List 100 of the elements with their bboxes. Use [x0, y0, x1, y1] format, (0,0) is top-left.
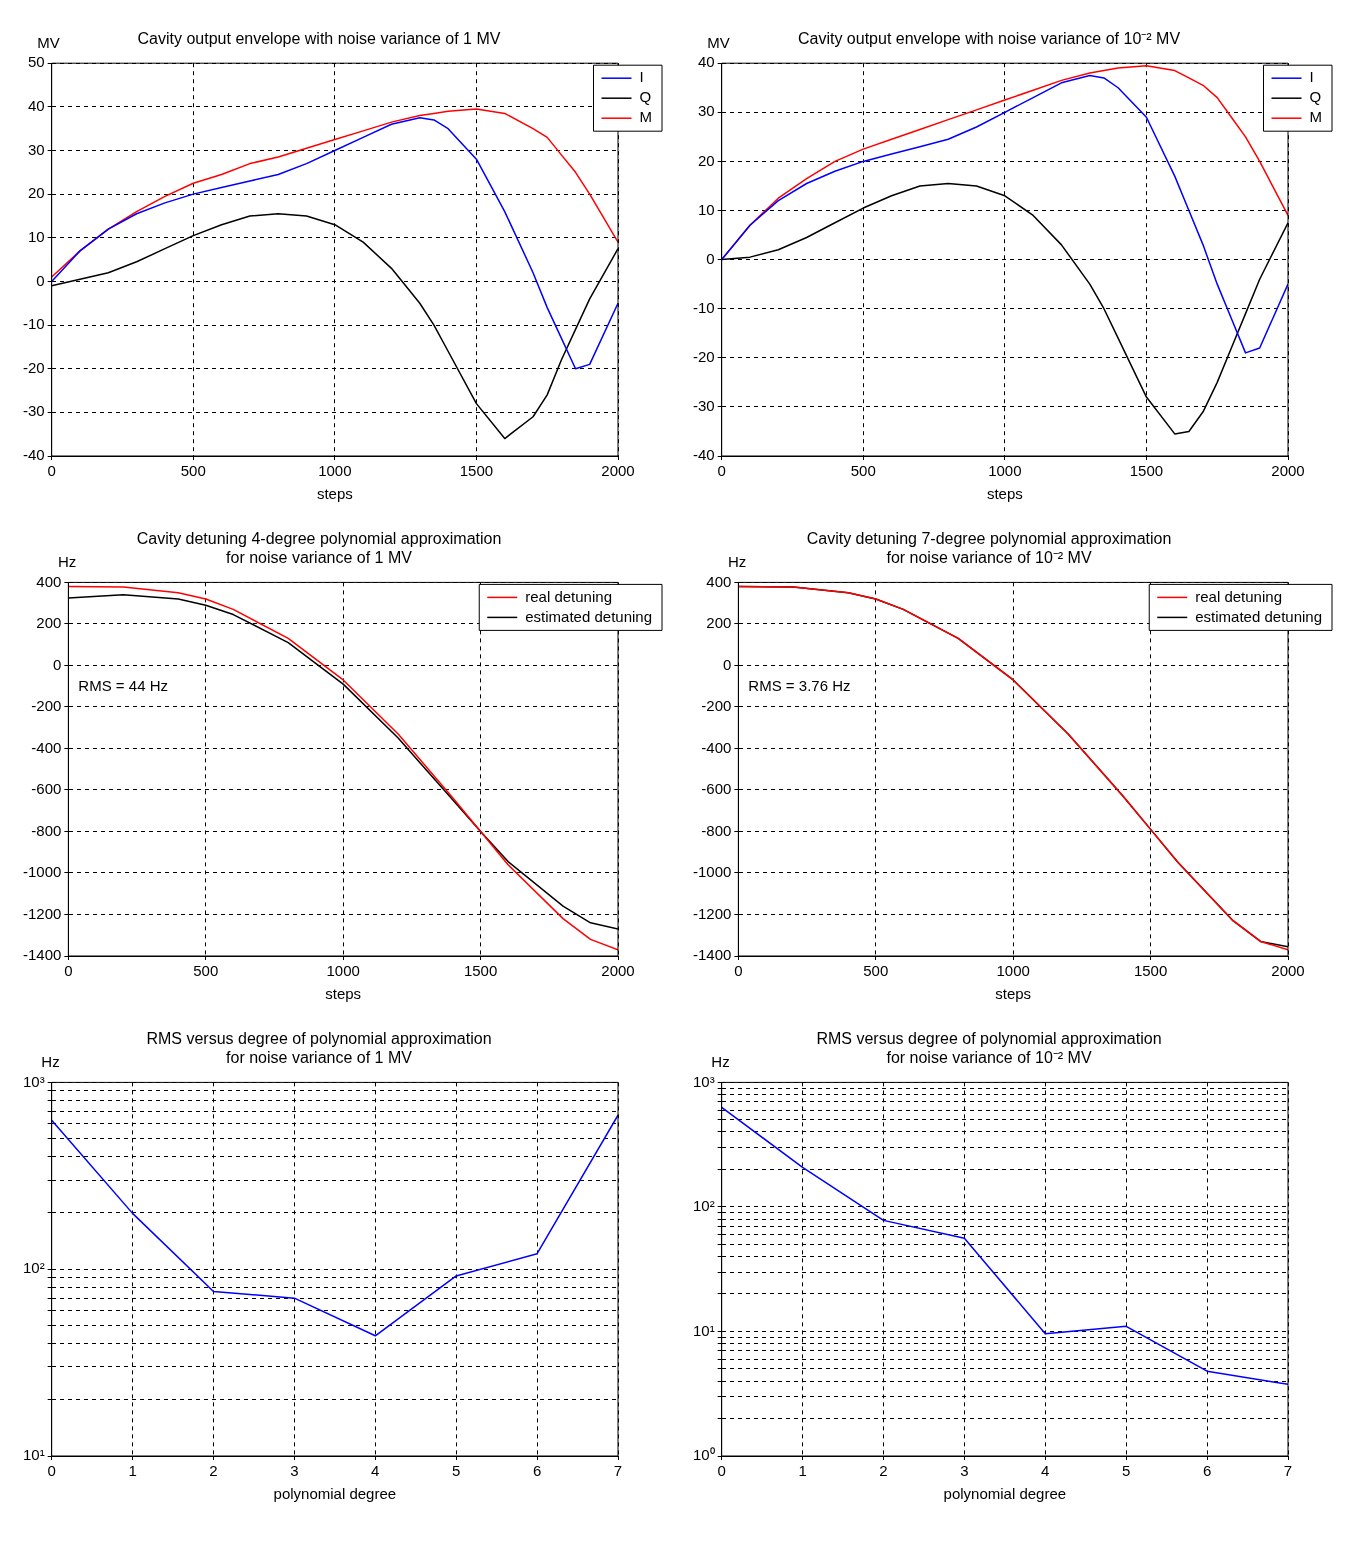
x-tick-label: 500 — [850, 462, 876, 480]
x-tick-label: 3 — [960, 1462, 969, 1480]
y-tick-label: -1400 — [22, 946, 62, 964]
y-tick-label: -30 — [22, 402, 45, 420]
y-tick-label: 10¹ — [693, 1321, 715, 1339]
x-tick-label: 2 — [879, 1462, 888, 1480]
x-tick-label: 500 — [863, 962, 889, 980]
y-tick-label: -20 — [22, 358, 45, 376]
x-tick-label: 2000 — [601, 462, 635, 480]
y-tick-label: -600 — [31, 780, 62, 798]
chart-title: RMS versus degree of polynomial approximation for noise variance of 1 MV — [146, 1030, 492, 1067]
x-tick-label: 6 — [1202, 1462, 1212, 1480]
x-tick-label: 2 — [209, 1462, 218, 1480]
y-tick-label: -400 — [31, 738, 62, 756]
x-tick-label: 1000 — [996, 962, 1030, 980]
x-tick-label: 5 — [452, 1462, 461, 1480]
legend-label: I — [639, 68, 644, 86]
y-tick-label: -400 — [701, 738, 732, 756]
x-tick-label: 7 — [1283, 1462, 1293, 1480]
y-axis-title: Hz — [58, 553, 77, 571]
x-tick-label: 7 — [613, 1462, 623, 1480]
x-axis-title: steps — [316, 485, 353, 503]
annotation: RMS = 3.76 Hz — [748, 677, 851, 695]
y-tick-label: -30 — [692, 397, 715, 415]
y-axis-title: Hz — [711, 1053, 730, 1071]
x-tick-label: 3 — [290, 1462, 299, 1480]
x-tick-label: 2000 — [601, 962, 635, 980]
x-tick-label: 500 — [193, 962, 219, 980]
x-tick-label: 2000 — [1271, 962, 1305, 980]
y-tick-label: 400 — [36, 572, 62, 590]
y-tick-label: -200 — [701, 697, 732, 715]
x-axis-title: polynomial degree — [273, 1485, 397, 1503]
x-tick-label: 0 — [64, 962, 73, 980]
x-tick-label: 1000 — [318, 462, 352, 480]
y-tick-label: 40 — [697, 53, 715, 71]
x-tick-label: 1000 — [326, 962, 360, 980]
y-tick-label: 10 — [27, 227, 45, 245]
y-axis-title: Hz — [41, 1053, 60, 1071]
x-tick-label: 1500 — [1133, 962, 1168, 980]
legend-label: Q — [639, 88, 652, 106]
y-tick-label: 10³ — [22, 1072, 45, 1090]
y-tick-label: -200 — [31, 697, 62, 715]
y-tick-label: 50 — [27, 53, 45, 71]
x-axis-title: steps — [995, 985, 1032, 1003]
chart-title: Cavity output envelope with noise variance of 1 MV — [137, 30, 501, 48]
y-tick-label: -40 — [22, 446, 45, 464]
x-tick-label: 5 — [1122, 1462, 1131, 1480]
x-axis-title: polynomial degree — [943, 1485, 1067, 1503]
y-tick-label: 20 — [697, 151, 715, 169]
legend-label: M — [1309, 108, 1322, 126]
y-tick-label: 0 — [706, 249, 715, 267]
x-tick-label: 4 — [1041, 1462, 1050, 1480]
y-tick-label: 40 — [27, 96, 45, 114]
y-tick-label: -800 — [31, 821, 62, 839]
chart-title: Cavity output envelope with noise variance of 10⁻² MV — [797, 30, 1181, 48]
x-tick-label: 1 — [128, 1462, 137, 1480]
chart-title: Cavity detuning 7-degree polynomial approximation for noise variance of 10⁻² MV — [806, 530, 1172, 567]
y-tick-label: 20 — [27, 184, 45, 202]
legend-label: real detuning — [525, 587, 612, 605]
y-tick-label: 10¹ — [22, 1446, 45, 1464]
x-axis-title: steps — [325, 985, 362, 1003]
annotation: RMS = 44 Hz — [78, 677, 168, 695]
x-tick-label: 2000 — [1271, 462, 1305, 480]
legend-label: estimated detuning — [1195, 607, 1323, 625]
chart-title: Cavity detuning 4-degree polynomial approximation for noise variance of 1 MV — [136, 530, 502, 567]
y-axis-title: MV — [707, 33, 730, 51]
y-tick-label: -1000 — [22, 863, 62, 881]
y-tick-label: 0 — [723, 655, 732, 673]
y-tick-label: 0 — [53, 655, 62, 673]
y-tick-label: -1400 — [692, 946, 732, 964]
chart-title: RMS versus degree of polynomial approximation for noise variance of 10⁻² MV — [816, 1030, 1162, 1067]
y-tick-label: 10² — [22, 1259, 45, 1277]
y-tick-label: -40 — [692, 446, 715, 464]
y-tick-label: 10 — [697, 200, 715, 218]
y-tick-label: -1000 — [692, 863, 732, 881]
x-tick-label: 1500 — [459, 462, 494, 480]
x-tick-label: 500 — [180, 462, 206, 480]
legend-label: M — [639, 108, 652, 126]
y-tick-label: 30 — [27, 140, 45, 158]
x-tick-label: 1500 — [463, 962, 498, 980]
y-tick-label: -20 — [692, 347, 715, 365]
y-tick-label: -800 — [701, 821, 732, 839]
y-tick-label: 200 — [706, 614, 732, 632]
x-tick-label: 1500 — [1129, 462, 1164, 480]
y-tick-label: 10³ — [693, 1072, 715, 1090]
y-tick-label: 200 — [36, 614, 62, 632]
legend-label: I — [1309, 68, 1314, 86]
x-tick-label: 1000 — [988, 462, 1022, 480]
x-tick-label: 6 — [532, 1462, 542, 1480]
legend-label: real detuning — [1195, 587, 1282, 605]
y-tick-label: 30 — [697, 102, 715, 120]
y-axis-title: MV — [37, 33, 60, 51]
y-axis-title: Hz — [728, 553, 747, 571]
y-tick-label: -1200 — [22, 904, 62, 922]
legend-label: estimated detuning — [525, 607, 653, 625]
x-tick-label: 4 — [371, 1462, 380, 1480]
y-tick-label: -1200 — [692, 904, 732, 922]
x-tick-label: 0 — [734, 962, 743, 980]
y-tick-label: -10 — [692, 298, 715, 316]
y-tick-label: 400 — [706, 572, 732, 590]
